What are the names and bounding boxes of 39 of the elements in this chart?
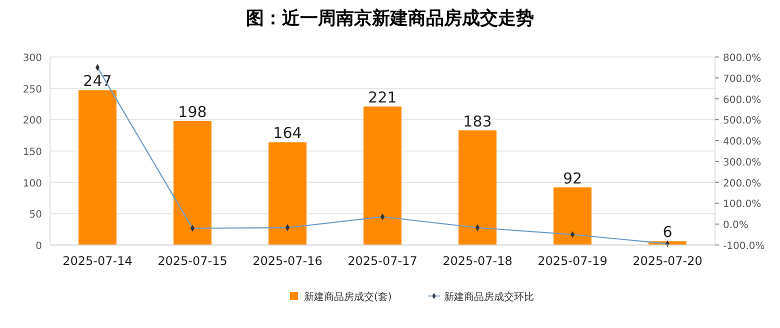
y-tick-label: 100 (22, 178, 42, 190)
y2-tick-label: 400.0% (723, 136, 762, 148)
x-tick-label: 2025-07-14 (62, 254, 132, 268)
y-tick-label: 0 (36, 241, 42, 252)
y2-tick-label: 500.0% (723, 116, 762, 127)
y-tick-label: 250 (22, 84, 42, 96)
bar (78, 90, 116, 245)
text: 198 (178, 102, 207, 121)
y-tick-label: 50 (29, 210, 42, 221)
text: 221 (368, 88, 397, 107)
y-tick-label: 200 (22, 116, 42, 127)
bar (458, 130, 496, 245)
y2-tick-label: 700.0% (723, 74, 762, 85)
text: 164 (273, 124, 302, 142)
y2-tick-label: 300.0% (723, 157, 762, 168)
y2-tick-label: -100.0% (723, 241, 765, 252)
y2-tick-label: 200.0% (723, 178, 762, 190)
x-tick-label: 2025-07-17 (348, 254, 418, 268)
y2-tick-label: 600.0% (723, 94, 762, 106)
y-tick-label: 300 (22, 53, 42, 64)
chart-title: 图：近一周南京新建商品房成交走势 (246, 8, 534, 29)
x-tick-label: 2025-07-19 (538, 254, 608, 268)
x-tick-label: 2025-07-20 (632, 254, 702, 268)
y2-tick-label: 100.0% (723, 199, 762, 210)
legend-label: 新建商品房成交环比 (444, 291, 534, 303)
x-tick-label: 2025-07-15 (158, 254, 228, 268)
text: 6 (662, 223, 672, 242)
y2-tick-label: 800.0% (723, 53, 762, 64)
text: 92 (562, 169, 582, 188)
bar (364, 106, 402, 245)
y2-tick-label: 0.0% (723, 220, 748, 232)
bar (174, 120, 212, 245)
x-tick-label: 2025-07-18 (442, 254, 512, 268)
bar (268, 142, 306, 245)
y-tick-label: 150 (22, 147, 42, 158)
x-tick-label: 2025-07-16 (252, 254, 322, 268)
text: 183 (463, 112, 492, 130)
legend-label: 新建商品房成交(套) (304, 291, 392, 303)
bar (554, 187, 592, 245)
